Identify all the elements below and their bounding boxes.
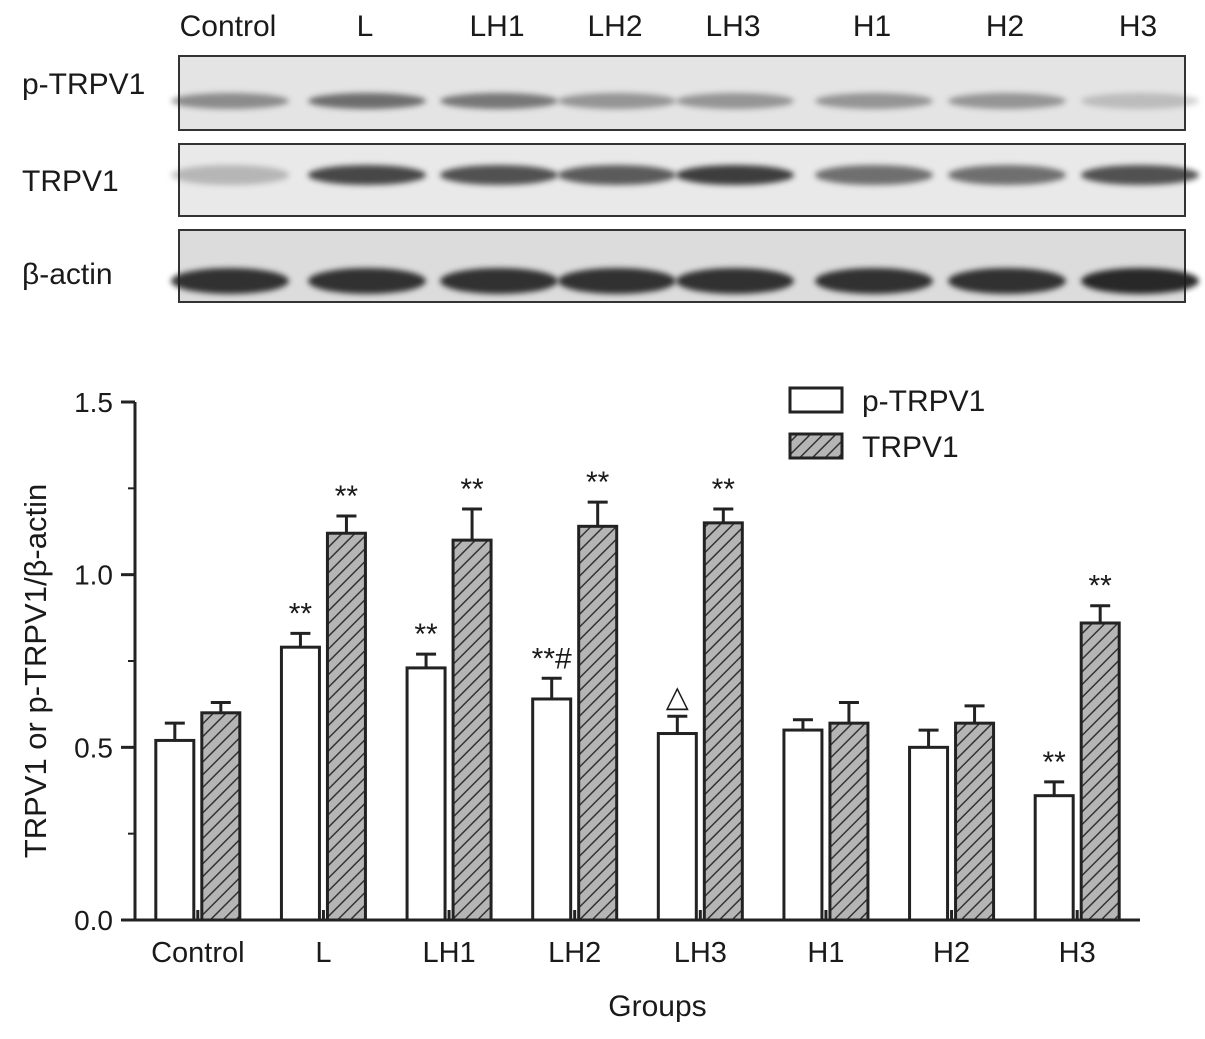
blot-band <box>948 93 1066 109</box>
blot-band <box>558 93 676 109</box>
significance-annotation: ** <box>335 480 359 513</box>
bar-trpv1 <box>200 711 242 922</box>
significance-annotation: △ <box>666 680 689 713</box>
bar-trpv1 <box>577 524 619 922</box>
x-tick-label: H3 <box>1059 937 1096 969</box>
blot-lane-label: LH2 <box>587 10 643 43</box>
bar-p-trpv1 <box>531 697 573 922</box>
significance-annotation: ** <box>586 466 610 499</box>
x-axis-title: Groups <box>608 990 706 1023</box>
bar-p-trpv1 <box>279 645 321 922</box>
blot-band <box>676 165 794 185</box>
x-tick-label: LH1 <box>422 937 475 969</box>
blot-band <box>1081 165 1199 185</box>
y-axis-title: TRPV1 or p-TRPV1/β-actin <box>18 484 53 858</box>
blot-panel-p-trpv1 <box>171 55 1199 131</box>
bar-p-trpv1 <box>908 745 950 922</box>
x-tick-label: LH3 <box>674 937 727 969</box>
bar-trpv1 <box>1079 621 1121 922</box>
bar-trpv1 <box>828 721 870 922</box>
blot-band <box>815 165 933 185</box>
bar-chart: ** ** ** ** **# ** △ ** ** ** Control L LH1 LH2 LH3 H1… <box>18 385 1140 1023</box>
bar-trpv1 <box>451 538 493 922</box>
blot-band <box>440 165 558 185</box>
blot-band <box>440 268 558 294</box>
bar-trpv1 <box>954 721 996 922</box>
x-tick-label: L <box>315 937 331 969</box>
blot-band <box>558 165 676 185</box>
significance-annotation: ** <box>414 618 438 651</box>
blot-lane-label: Control <box>179 10 277 43</box>
blot-band <box>1081 93 1199 109</box>
blot-lane-label: H3 <box>1118 10 1158 43</box>
bar-p-trpv1 <box>154 738 196 922</box>
blot-band <box>440 93 558 109</box>
blot-lane-label: L <box>356 10 374 43</box>
blot-band <box>1081 268 1199 294</box>
blot-band <box>676 93 794 109</box>
significance-annotation: ** <box>1089 570 1113 603</box>
blot-row-label-beta-actin: β-actin <box>22 258 113 291</box>
significance-annotation: ** <box>460 473 484 506</box>
bar-p-trpv1 <box>405 666 447 922</box>
blot-band <box>308 93 426 109</box>
x-tick-label: H1 <box>807 937 844 969</box>
significance-annotation: **# <box>532 642 572 675</box>
bar-p-trpv1 <box>656 732 698 922</box>
blot-band <box>815 93 933 109</box>
blot-band <box>308 165 426 185</box>
y-tick-label: 1.0 <box>74 560 113 591</box>
blot-band <box>948 268 1066 294</box>
blot-row-label-p-trpv1: p-TRPV1 <box>22 68 146 101</box>
blot-band <box>308 268 426 294</box>
bar-trpv1 <box>325 531 367 922</box>
legend-swatch <box>788 386 844 414</box>
significance-annotation: ** <box>1043 746 1067 779</box>
blot-row-label-trpv1: TRPV1 <box>22 165 119 198</box>
blot-panel-trpv1 <box>171 143 1199 217</box>
blot-band <box>676 268 794 294</box>
blot-lane-label: H2 <box>985 10 1025 43</box>
y-tick-label: 1.5 <box>74 387 113 418</box>
x-tick-label: LH2 <box>548 937 601 969</box>
blot-band <box>171 93 289 109</box>
x-tick-label: Control <box>151 937 245 969</box>
y-tick-label: 0.0 <box>74 905 113 936</box>
bar-p-trpv1 <box>782 728 824 922</box>
legend-label: p-TRPV1 <box>862 385 985 418</box>
significance-annotation: ** <box>712 473 736 506</box>
blot-band <box>948 165 1066 185</box>
blot-lane-label: LH3 <box>705 10 761 43</box>
blot-lane-label: H1 <box>852 10 892 43</box>
blot-band <box>171 165 289 185</box>
y-tick-label: 0.5 <box>74 732 113 763</box>
blot-band <box>558 268 676 294</box>
bar-trpv1 <box>702 521 744 922</box>
blot-lane-label: LH1 <box>469 10 525 43</box>
blot-band <box>171 268 289 294</box>
x-tick-label: H2 <box>933 937 970 969</box>
blot-panel-beta-actin <box>171 229 1199 303</box>
legend-label: TRPV1 <box>862 431 959 464</box>
bar-p-trpv1 <box>1033 794 1075 922</box>
significance-annotation: ** <box>289 597 313 630</box>
blot-band <box>815 268 933 294</box>
blot-lane-labels: Control L LH1 LH2 LH3 H1 H2 H3 <box>0 0 1205 60</box>
legend-swatch <box>788 432 844 460</box>
